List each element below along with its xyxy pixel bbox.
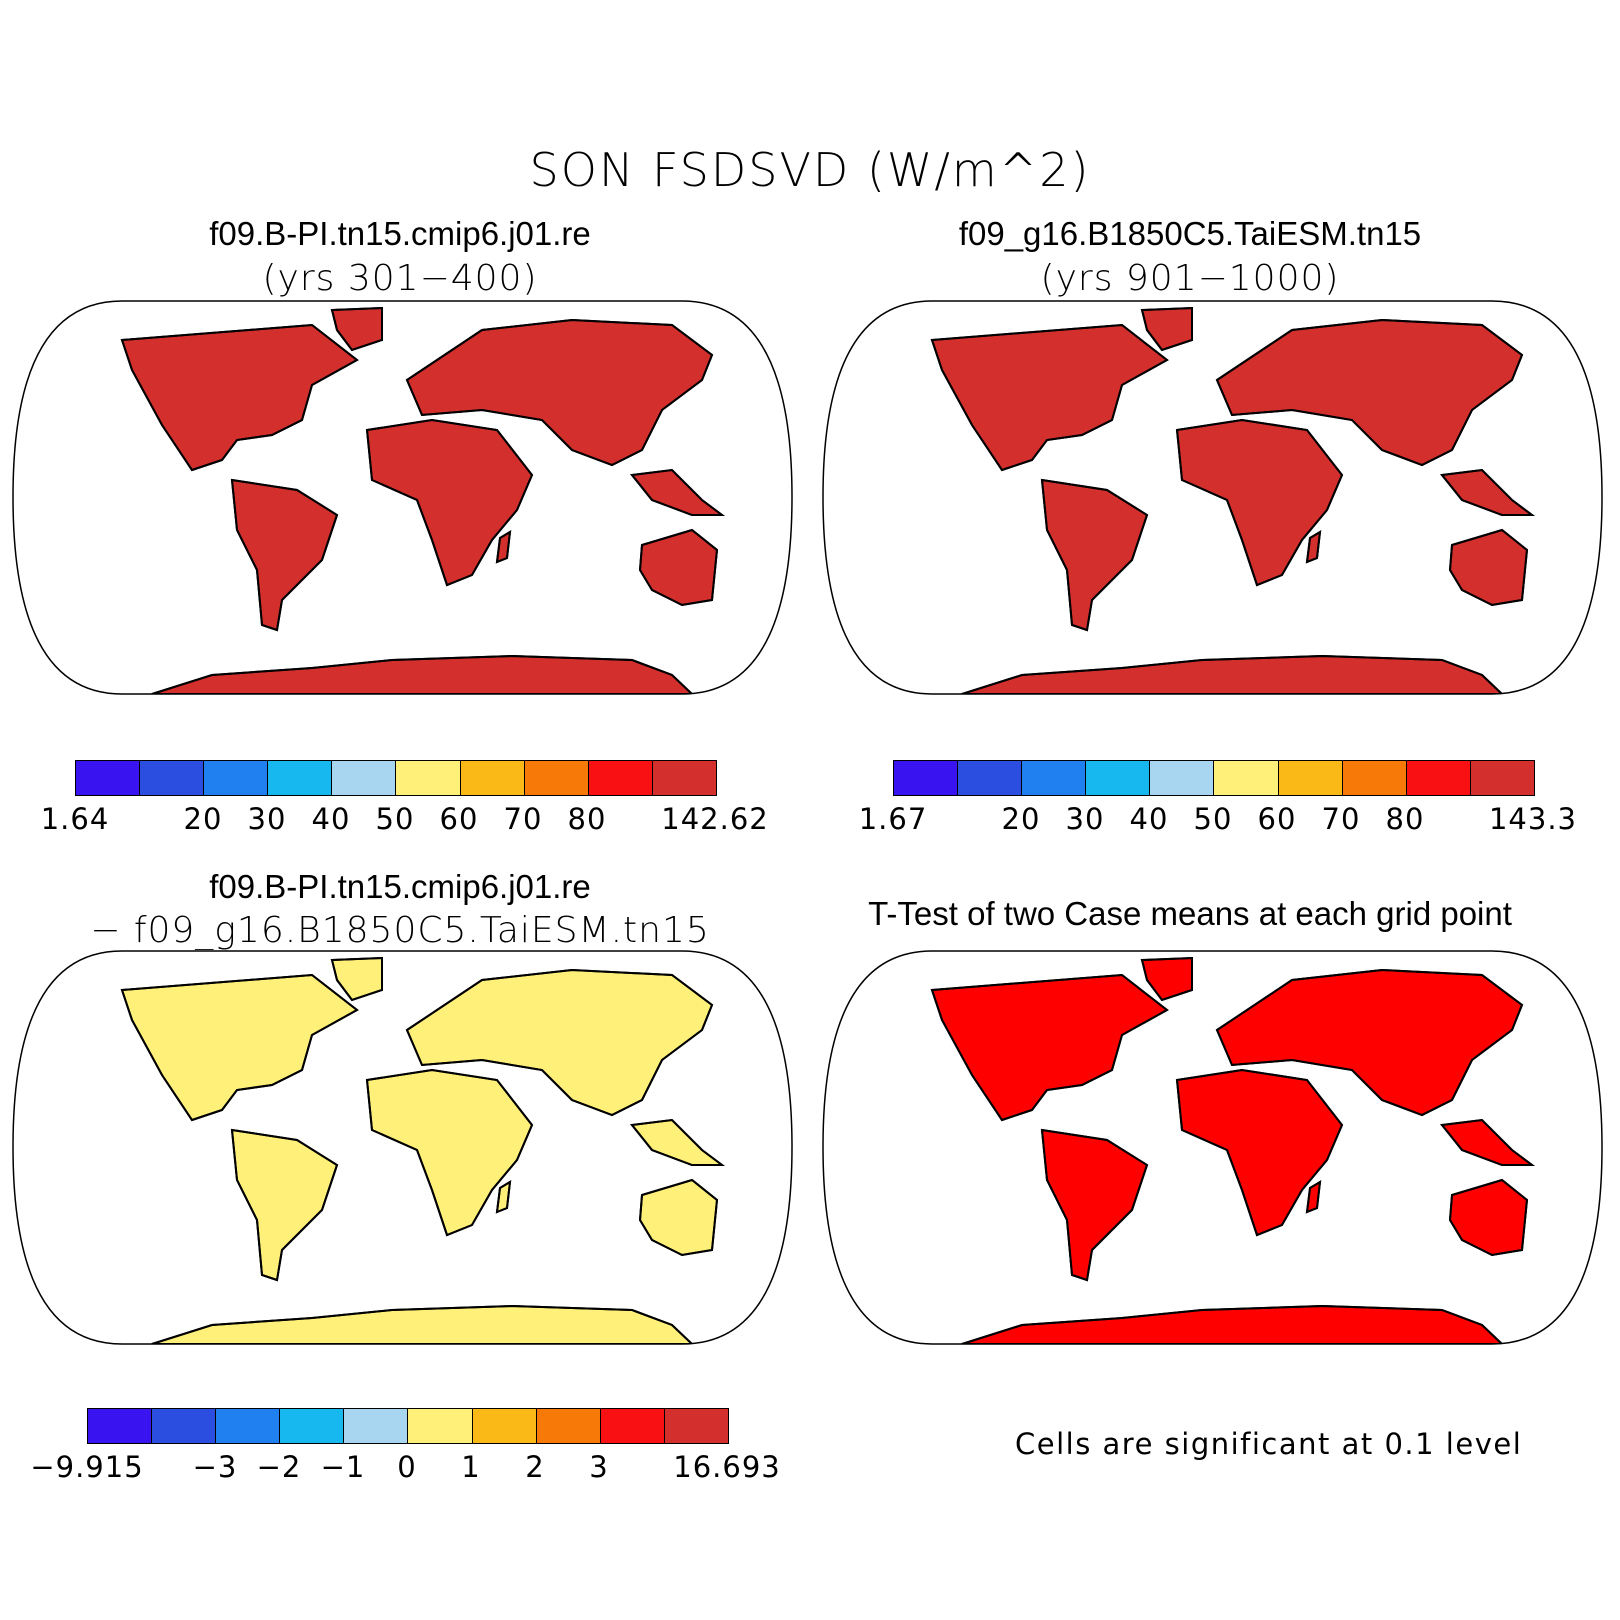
cb3-tick-label: 2	[525, 1450, 545, 1484]
cb1-tick-label: 70	[503, 802, 543, 836]
cb2-swatch	[1214, 761, 1279, 795]
cb1-swatch	[204, 761, 269, 795]
panel-4-title: T-Test of two Case means at each grid po…	[868, 895, 1512, 932]
cb1-tick-label: 50	[375, 802, 415, 836]
cb1-swatch	[76, 761, 141, 795]
cb1-tick-label: 40	[311, 802, 351, 836]
cb3-swatch	[664, 1409, 728, 1443]
cb1-swatch	[332, 761, 397, 795]
cb3-tick-label: −1	[320, 1450, 366, 1484]
cb3-swatch	[536, 1409, 601, 1443]
colorbar-2	[893, 760, 1535, 796]
panel-1-subtitle: (yrs 301−400)	[262, 258, 538, 299]
cb3-swatch	[600, 1409, 665, 1443]
cb1-swatch	[396, 761, 461, 795]
cb1-swatch	[524, 761, 589, 795]
cb1-tick-label: 1.64	[40, 802, 110, 836]
cb2-swatch	[1086, 761, 1151, 795]
cb3-tick-label: 1	[461, 1450, 481, 1484]
cb2-tick-label: 143.3	[1488, 802, 1578, 836]
cb2-tick-label: 60	[1257, 802, 1297, 836]
cb1-tick-label: 30	[247, 802, 287, 836]
cb2-swatch	[1406, 761, 1471, 795]
cb1-tick-label: 60	[439, 802, 479, 836]
panel-3-title: f09.B-PI.tn15.cmip6.j01.re	[209, 868, 591, 905]
cb1-swatch	[140, 761, 205, 795]
cb1-swatch	[460, 761, 525, 795]
cb2-swatch	[958, 761, 1023, 795]
panel-2-title: f09_g16.B1850C5.TaiESM.tn15	[958, 215, 1422, 252]
cb2-swatch	[1342, 761, 1407, 795]
cb2-tick-label: 20	[1001, 802, 1041, 836]
cb2-tick-label: 30	[1065, 802, 1105, 836]
cb2-swatch	[1278, 761, 1343, 795]
cb3-tick-label: −9.915	[30, 1450, 144, 1484]
cb2-tick-label: 40	[1129, 802, 1169, 836]
cb3-tick-label: 3	[589, 1450, 609, 1484]
cb1-tick-label: 80	[567, 802, 607, 836]
figure-title: SON FSDSVD (W/m^2)	[529, 143, 1091, 197]
panel-3-map	[12, 950, 793, 1345]
cb3-swatch	[408, 1409, 473, 1443]
cb2-swatch	[1470, 761, 1534, 795]
panel-1-map	[12, 300, 793, 695]
cb3-swatch	[344, 1409, 409, 1443]
cb1-swatch	[652, 761, 716, 795]
panel-2-subtitle: (yrs 901−1000)	[1040, 258, 1340, 299]
colorbar-3	[87, 1408, 729, 1444]
cb3-swatch	[216, 1409, 281, 1443]
colorbar-1	[75, 760, 717, 796]
cb3-tick-label: −2	[256, 1450, 302, 1484]
cb1-tick-label: 20	[183, 802, 223, 836]
panel-3-subtitle: − f09_g16.B1850C5.TaiESM.tn15	[90, 910, 710, 951]
cb2-swatch	[1022, 761, 1087, 795]
cb3-swatch	[152, 1409, 217, 1443]
panel-4-map	[822, 950, 1603, 1345]
cb2-tick-label: 70	[1321, 802, 1361, 836]
cb3-tick-label: −3	[192, 1450, 238, 1484]
cb3-tick-label: 16.693	[673, 1450, 781, 1484]
cb2-swatch	[1150, 761, 1215, 795]
cb3-swatch	[472, 1409, 537, 1443]
cb2-tick-label: 80	[1385, 802, 1425, 836]
cb1-tick-label: 142.62	[661, 802, 769, 836]
cb1-swatch	[268, 761, 333, 795]
panel-2-map	[822, 300, 1603, 695]
panel-1-title: f09.B-PI.tn15.cmip6.j01.re	[209, 215, 591, 252]
significance-note: Cells are significant at 0.1 level	[1015, 1427, 1523, 1461]
cb3-tick-label: 0	[397, 1450, 417, 1484]
cb2-swatch	[894, 761, 959, 795]
cb2-tick-label: 50	[1193, 802, 1233, 836]
cb3-swatch	[88, 1409, 153, 1443]
cb3-swatch	[280, 1409, 345, 1443]
cb1-swatch	[588, 761, 653, 795]
cb2-tick-label: 1.67	[858, 802, 928, 836]
